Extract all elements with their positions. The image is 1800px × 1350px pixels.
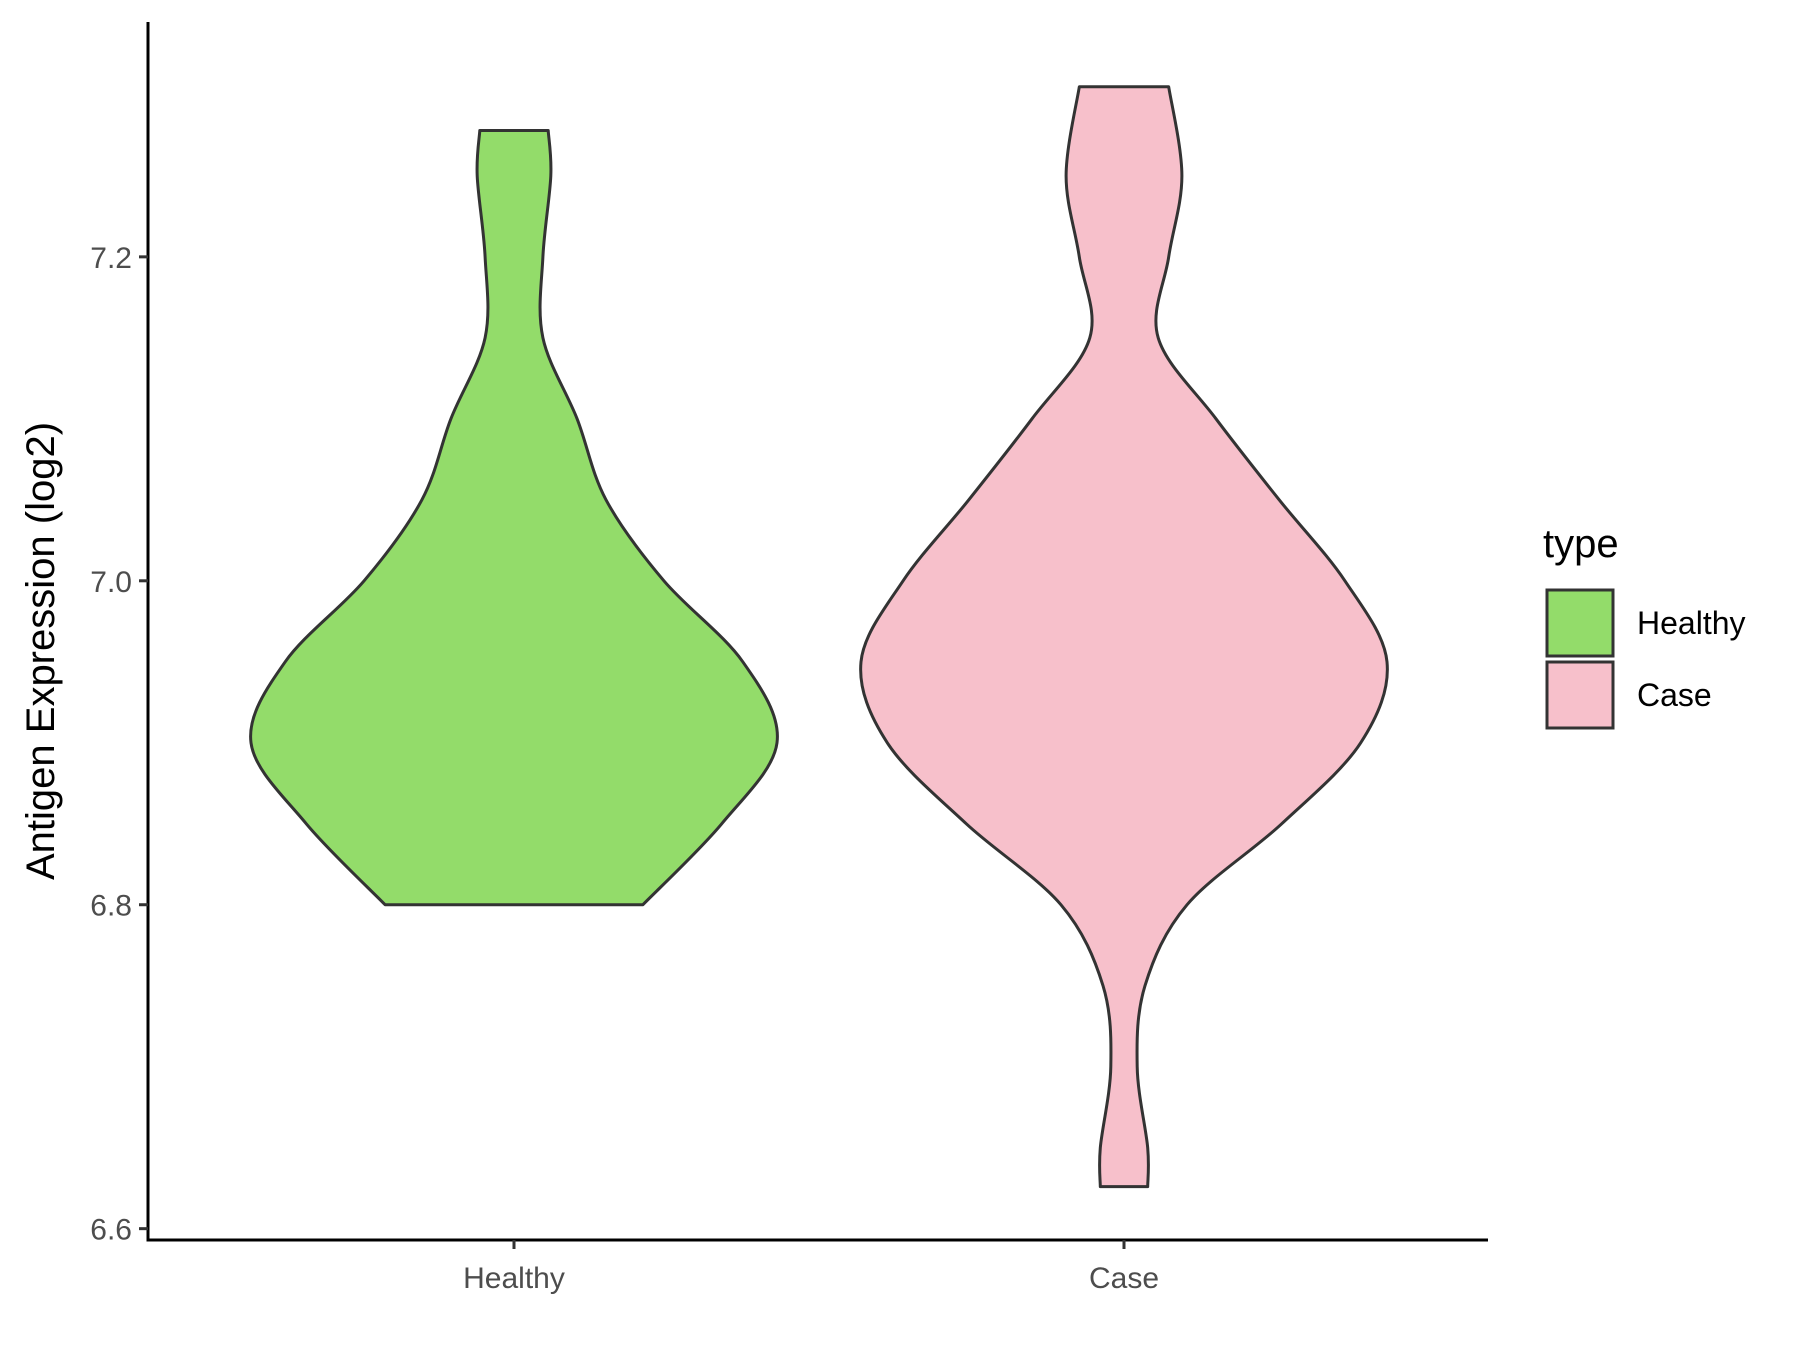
y-axis-title: Antigen Expression (log2) xyxy=(19,422,63,880)
y-tick-label: 7.0 xyxy=(90,566,132,599)
legend-label-healthy: Healthy xyxy=(1637,605,1746,641)
y-tick-label: 6.8 xyxy=(90,890,132,923)
legend: type Healthy Case xyxy=(1543,522,1746,730)
legend-title: type xyxy=(1543,522,1619,566)
y-tick-label: 7.2 xyxy=(90,242,132,275)
violin-case xyxy=(859,85,1389,1189)
legend-key-case xyxy=(1545,660,1615,730)
legend-label-case: Case xyxy=(1637,677,1712,713)
y-tick-label: 6.6 xyxy=(90,1214,132,1247)
x-tick-label: Healthy xyxy=(463,1262,565,1295)
x-tick-label: Case xyxy=(1089,1262,1159,1295)
legend-key-healthy xyxy=(1545,588,1615,658)
axes-layer: 6.6 6.8 7.0 7.2 Healthy Case Antigen Expressio… xyxy=(19,22,1488,1295)
violin-layer xyxy=(249,85,1389,1189)
violin-healthy xyxy=(249,129,779,907)
